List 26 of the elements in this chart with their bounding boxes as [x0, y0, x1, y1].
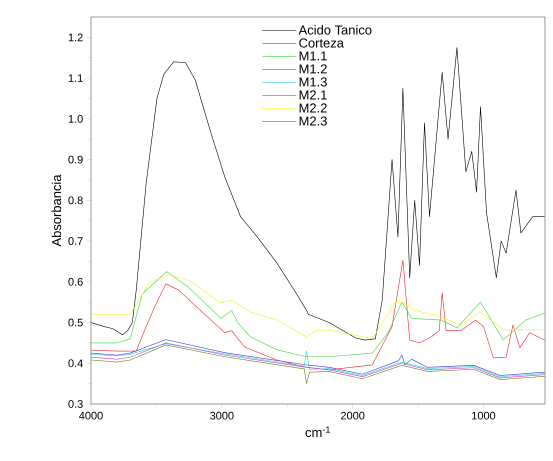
y-axis-title: Absorbancia: [52, 174, 62, 246]
y-tick-label: 0.3: [68, 400, 83, 408]
x-axis-title: cm$^{-1}$: [306, 426, 330, 438]
y-tick-label: 1.2: [68, 34, 83, 42]
y-tick-label: 0.8: [68, 196, 83, 204]
x-tick-label: 3000: [210, 412, 234, 420]
x-tick-label: 4000: [79, 412, 103, 420]
y-tick-label: 0.4: [68, 359, 83, 368]
y-tick-label: 0.7: [68, 237, 83, 245]
legend-label: M2.2: [300, 103, 327, 112]
line-series: [90, 271, 545, 358]
legend-label: M1.1: [300, 51, 327, 60]
legend-label: M2.3: [300, 116, 327, 126]
legend-label: M1.2: [300, 64, 327, 74]
y-tick-label: 0.5: [68, 318, 83, 326]
x-tick-label: 2000: [341, 412, 364, 420]
y-tick-label: 0.6: [68, 278, 83, 286]
y-tick-label: 0.9: [68, 156, 83, 164]
line-series: [90, 344, 545, 384]
legend-label: Acido Tanico: [298, 25, 372, 35]
x-tick-label: 1000: [472, 412, 496, 420]
legend-label: M1.3: [300, 77, 327, 87]
y-tick-label: 1.1: [68, 74, 83, 82]
y-tick-label: 1.0: [68, 114, 83, 123]
legend-label: M2.1: [300, 90, 327, 100]
legend-label: Corteza: [299, 38, 344, 48]
